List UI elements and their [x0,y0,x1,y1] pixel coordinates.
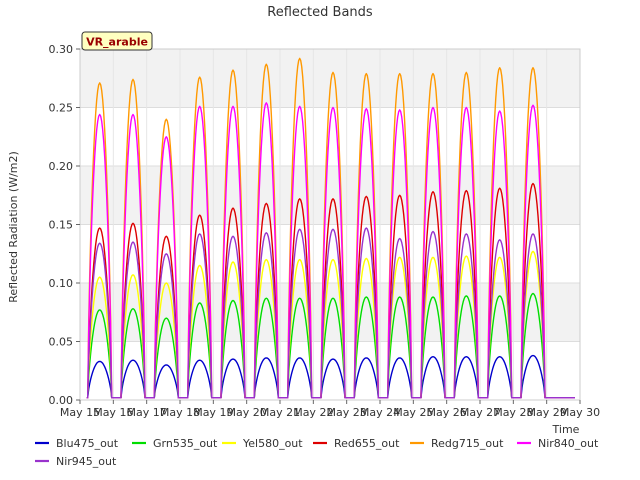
x-tick-label: May 15 [60,406,100,419]
x-tick-label: May 17 [127,406,167,419]
plot-band [80,283,580,342]
y-tick-label: 0.00 [49,394,74,407]
x-tick-label: May 28 [493,406,533,419]
x-axis-label: Time [552,423,580,436]
legend-label: Yel580_out [242,437,303,450]
y-tick-label: 0.05 [49,336,74,349]
legend-item: Nir840_out [517,437,599,450]
legend-item: Red655_out [313,437,400,450]
y-tick-labels: 0.00 0.05 0.10 0.15 0.20 0.25 0.30 [49,43,80,407]
series-line-nir945-out [86,227,575,399]
x-tick-label: May 26 [427,406,467,419]
x-tick-label: May 22 [293,406,333,419]
y-axis-label: Reflected Radiation (W/m2) [7,151,20,303]
site-label-box [81,31,153,51]
x-tick-label: May 23 [327,406,367,419]
x-tick-label: May 19 [193,406,233,419]
legend-item: Nir945_out [35,455,117,468]
x-tick-label: May 20 [227,406,267,419]
series-layer [86,57,575,399]
legend-label: Blu475_out [56,437,119,450]
legend-item: Yel580_out [222,437,303,450]
x-tick-label: May 25 [393,406,433,419]
y-tick-label: 0.20 [49,160,74,173]
legend-item: Grn535_out [132,437,218,450]
x-tick-label: May 30 [560,406,600,419]
x-tick-label: May 24 [360,406,400,419]
site-label-text: VR_arable [86,36,148,49]
chart-title: Reflected Bands [267,5,373,20]
x-tick-label: May 16 [93,406,133,419]
x-tick-label: May 27 [460,406,500,419]
x-tick-label: May 18 [160,406,200,419]
legend-label: Redg715_out [431,437,504,450]
legend-label: Red655_out [334,437,400,450]
y-tick-label: 0.10 [49,277,74,290]
plot-band [80,341,580,400]
legend-label: Nir945_out [56,455,117,468]
legend: Blu475_out Grn535_out Yel580_out Red655_out… [35,437,599,468]
y-tick-label: 0.30 [49,43,74,56]
plot-band [80,224,580,283]
legend-label: Nir840_out [538,437,599,450]
x-tick-label: May 21 [260,406,300,419]
y-tick-label: 0.25 [49,102,74,115]
legend-item: Blu475_out [35,437,119,450]
legend-label: Grn535_out [153,437,218,450]
legend-item: Redg715_out [410,437,504,450]
site-label-badge: VR_arable [81,31,153,51]
x-tick-label: May 29 [527,406,567,419]
y-tick-label: 0.15 [49,219,74,232]
